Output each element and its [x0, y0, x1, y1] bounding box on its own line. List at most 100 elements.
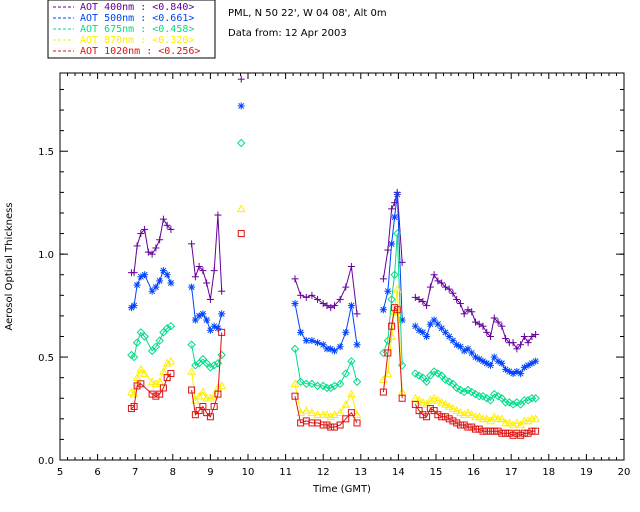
data-point	[323, 302, 331, 310]
data-point	[148, 250, 156, 258]
data-point	[210, 402, 218, 410]
data-point	[441, 413, 449, 421]
plot-frame	[59, 72, 625, 461]
data-point	[452, 383, 461, 393]
data-point	[437, 397, 446, 406]
series-layer	[127, 75, 540, 439]
data-point	[423, 332, 431, 340]
series-line	[382, 233, 403, 366]
data-point	[504, 418, 514, 427]
data-point	[490, 353, 498, 361]
data-point	[384, 349, 392, 357]
data-point	[520, 396, 529, 405]
data-point	[166, 356, 176, 365]
data-point	[347, 263, 355, 270]
data-point	[198, 354, 208, 364]
data-point	[471, 318, 479, 326]
data-point	[330, 410, 339, 419]
data-point	[437, 371, 446, 380]
data-point	[419, 411, 427, 419]
data-point	[459, 387, 469, 397]
data-point	[426, 405, 434, 413]
data-point	[342, 283, 350, 291]
data-point	[456, 408, 465, 416]
data-point	[486, 416, 495, 425]
y-tick-label: 1.0	[38, 250, 54, 261]
data-point	[327, 304, 335, 312]
data-point	[136, 364, 146, 373]
data-point	[479, 322, 487, 330]
data-point	[379, 388, 387, 396]
data-point	[467, 387, 476, 397]
data-point	[335, 408, 345, 416]
data-point	[296, 377, 305, 386]
data-point	[322, 410, 332, 419]
data-point	[152, 283, 160, 291]
data-point	[313, 410, 322, 419]
data-point	[130, 302, 138, 310]
data-point	[502, 335, 510, 343]
data-point	[419, 297, 427, 305]
data-point	[393, 306, 401, 314]
data-point	[336, 295, 344, 303]
data-point	[520, 429, 528, 437]
x-tick-label: 13	[354, 467, 367, 478]
data-point	[423, 413, 431, 421]
data-point	[429, 393, 439, 402]
data-point	[444, 401, 454, 410]
data-point	[498, 359, 506, 367]
data-point	[532, 427, 540, 435]
data-point	[209, 391, 219, 400]
series-2	[127, 102, 540, 378]
series-1	[127, 75, 540, 353]
data-point	[398, 316, 406, 324]
data-point	[434, 411, 442, 419]
data-point	[191, 361, 200, 370]
data-point	[217, 350, 226, 360]
data-point	[387, 295, 396, 304]
data-point	[202, 359, 211, 368]
data-point	[199, 402, 207, 410]
data-point	[290, 344, 300, 354]
data-point	[203, 409, 211, 417]
data-point	[391, 213, 399, 221]
data-point	[388, 322, 396, 330]
data-point	[513, 345, 521, 353]
y-tick-label: 1.5	[38, 147, 54, 158]
data-point	[155, 336, 164, 345]
data-point	[140, 332, 149, 341]
data-point	[141, 225, 149, 233]
data-point	[163, 374, 171, 382]
data-point	[156, 236, 164, 244]
data-point	[302, 293, 310, 301]
data-point	[162, 358, 172, 367]
data-point	[483, 427, 491, 435]
data-point	[291, 275, 299, 283]
data-point	[415, 407, 423, 415]
data-point	[163, 271, 171, 279]
x-tick-label: 15	[430, 467, 443, 478]
data-point	[426, 283, 434, 291]
data-point	[478, 391, 488, 401]
x-tick-label: 19	[580, 467, 593, 478]
data-point	[441, 283, 449, 291]
data-point	[323, 421, 331, 429]
data-point	[463, 408, 473, 416]
data-point	[448, 379, 458, 389]
data-point	[411, 369, 420, 378]
data-point	[206, 363, 215, 372]
data-point	[330, 347, 338, 355]
data-point	[167, 279, 175, 287]
data-point	[291, 392, 299, 400]
axis-ticks: 5 6 7 8 9 10 11 12 13 14 15 16 17 18 19 20 0.0 0.5 1.0 1.5	[38, 73, 630, 478]
y-tick-label: 0.0	[38, 456, 54, 467]
data-point	[474, 412, 484, 421]
data-point	[452, 406, 462, 414]
data-point	[516, 400, 525, 409]
data-point	[532, 357, 540, 365]
data-point	[141, 271, 149, 279]
data-point	[155, 377, 164, 386]
data-point	[468, 308, 476, 316]
data-point	[353, 341, 361, 349]
data-point	[438, 279, 446, 287]
